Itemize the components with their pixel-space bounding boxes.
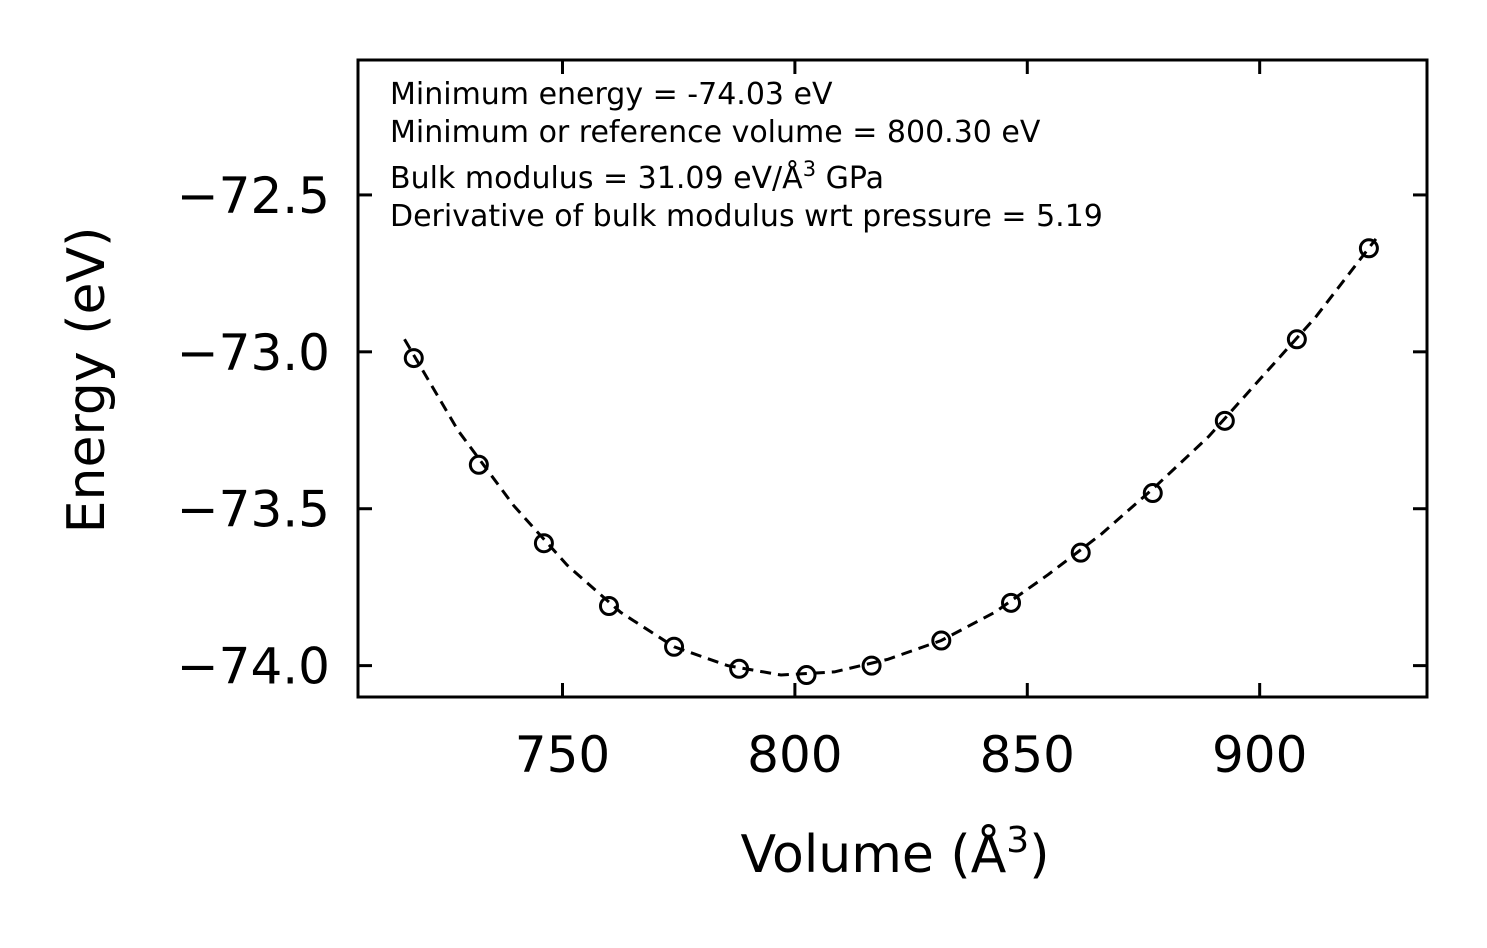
x-axis-title-end: ) [1029, 825, 1049, 885]
data-point [1142, 483, 1163, 504]
x-tick-label: 750 [515, 726, 610, 784]
x-axis-title-sup: 3 [1006, 820, 1029, 861]
y-axis-tick-labels: −72.5 −73.0 −73.5 −74.0 [177, 167, 330, 696]
data-point [1286, 329, 1307, 350]
x-axis-title-text: Volume (Å [741, 823, 1007, 885]
data-point [931, 630, 952, 651]
data-point [1001, 592, 1022, 613]
data-point [729, 658, 750, 679]
data-point [1358, 238, 1379, 259]
annotation-bulk-derivative: Derivative of bulk modulus wrt pressure … [390, 199, 1103, 234]
x-tick-label: 900 [1212, 726, 1307, 784]
x-axis-tick-labels: 750 800 850 900 [515, 726, 1308, 784]
x-axis-ticks [561, 60, 1262, 697]
x-tick-label: 800 [747, 726, 842, 784]
y-tick-label: −73.5 [177, 481, 330, 539]
plot-area-frame [356, 58, 1429, 699]
x-axis-title: Volume (Å3) [741, 820, 1050, 885]
data-point [1214, 410, 1235, 431]
x-tick-label: 850 [980, 726, 1075, 784]
fit-curve-layer [403, 237, 1378, 677]
y-tick-label: −74.0 [177, 638, 330, 696]
data-points-layer [403, 238, 1379, 686]
annotation-min-volume: Minimum or reference volume = 800.30 eV [390, 115, 1041, 150]
fit-curve-line [403, 237, 1378, 677]
data-point [533, 533, 554, 554]
data-point [403, 348, 424, 369]
annotation-bulk-modulus: Bulk modulus = 31.09 eV/Å3 GPa [390, 157, 884, 196]
y-tick-label: −72.5 [177, 167, 330, 225]
data-point [468, 454, 489, 475]
data-point [598, 596, 619, 616]
annotation-min-energy: Minimum energy = -74.03 eV [390, 77, 833, 112]
y-axis-ticks [358, 193, 1427, 668]
annotation-bulk-modulus-unit: GPa [816, 161, 884, 196]
data-point [796, 665, 817, 686]
data-point [664, 636, 685, 657]
annotation-bulk-modulus-text: Bulk modulus = 31.09 eV/Å [390, 160, 803, 196]
annotation-box: Minimum energy = -74.03 eV Minimum or re… [390, 77, 1103, 234]
y-axis-title: Energy (eV) [57, 227, 117, 534]
data-point [1070, 542, 1091, 563]
annotation-bulk-modulus-sup: 3 [803, 157, 816, 181]
y-tick-label: −73.0 [177, 324, 330, 382]
data-point [861, 655, 882, 676]
